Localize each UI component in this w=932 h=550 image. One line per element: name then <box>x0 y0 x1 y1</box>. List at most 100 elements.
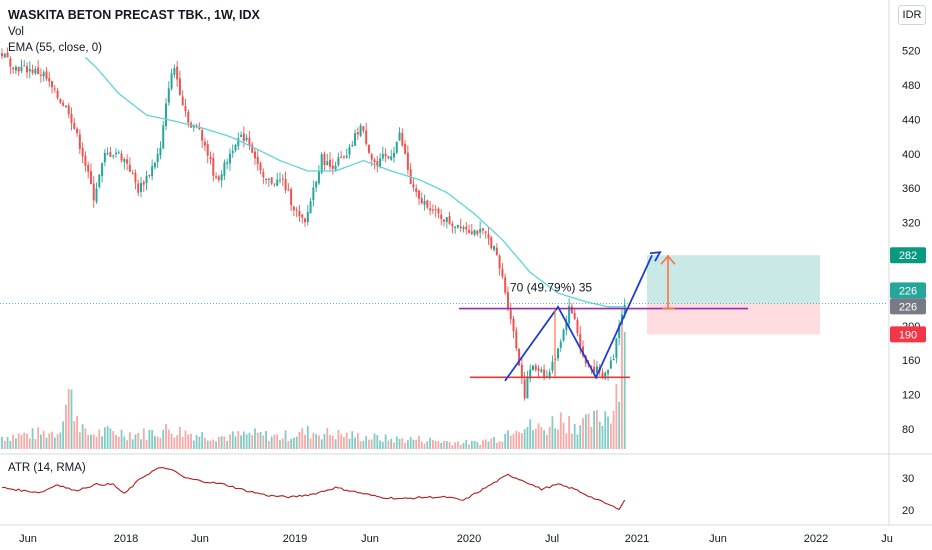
candle-body <box>501 268 504 277</box>
candle-body <box>317 171 320 184</box>
volume-bar <box>90 434 92 449</box>
candle-body <box>209 157 212 160</box>
volume-bar <box>587 413 590 449</box>
candle <box>576 317 579 337</box>
candle <box>70 107 73 131</box>
volume-bar <box>109 428 112 449</box>
volume-bar <box>351 431 354 449</box>
candle-body <box>367 145 370 153</box>
candle-body <box>64 105 67 107</box>
candle-body <box>498 255 501 269</box>
price-badge-value: 190 <box>899 329 917 341</box>
candle <box>329 152 332 171</box>
volume-bar <box>167 429 170 449</box>
y-tick-label: 160 <box>902 355 920 367</box>
pattern-measure-label: 70 (49.79%) 35 <box>510 281 592 295</box>
candle-body <box>604 372 607 379</box>
position-zones <box>647 255 820 335</box>
candle <box>551 355 554 374</box>
candle <box>78 129 81 154</box>
volume-bar <box>242 431 245 449</box>
volume-bar <box>368 439 370 449</box>
candle-body <box>418 190 420 199</box>
candle <box>381 146 384 161</box>
candle <box>401 128 404 147</box>
candle-body <box>476 231 479 235</box>
candle-body <box>481 228 484 231</box>
volume-bar <box>459 444 462 449</box>
candle-body <box>251 144 254 153</box>
candle <box>98 173 101 189</box>
volume-bar <box>393 442 395 449</box>
currency-badge[interactable]: IDR <box>898 5 926 25</box>
candle-body <box>398 132 401 141</box>
volume-bar <box>404 442 406 449</box>
candle <box>434 205 437 218</box>
candle <box>220 170 223 188</box>
volume-bar <box>376 435 379 449</box>
volume-bar <box>204 437 206 449</box>
volume-bar <box>231 431 234 449</box>
candle-body <box>120 153 123 161</box>
candle-body <box>17 66 20 72</box>
candle-body <box>176 66 179 80</box>
volume-bar <box>462 442 465 449</box>
volume-bar <box>415 439 418 449</box>
volume-bar <box>373 433 376 449</box>
candle-body <box>37 67 40 75</box>
x-tick-label: Jun <box>191 533 209 545</box>
candle-body <box>267 178 270 180</box>
volume-bar <box>137 432 140 449</box>
candle-body <box>162 125 165 149</box>
candle-body <box>26 66 29 73</box>
volume-bar <box>315 434 318 449</box>
candle <box>48 71 51 88</box>
volume-bar <box>65 404 67 449</box>
candle-body <box>240 134 243 137</box>
profit-zone <box>647 255 820 304</box>
candle <box>495 243 498 257</box>
y-tick-label: 360 <box>902 183 920 195</box>
candle-body <box>262 171 265 178</box>
candle <box>604 371 607 380</box>
candle-body <box>137 183 140 193</box>
candle <box>192 123 195 132</box>
candle <box>81 142 84 164</box>
candle-body <box>276 179 279 186</box>
volume-bar <box>523 429 526 449</box>
candle-body <box>531 365 534 371</box>
candle <box>429 200 432 216</box>
candle-body <box>376 161 379 166</box>
candle <box>156 148 159 168</box>
candle <box>112 154 115 159</box>
candle <box>114 148 117 159</box>
volume-bar <box>490 438 493 449</box>
volume-bar <box>484 439 487 449</box>
x-tick-label: Ju <box>881 533 893 545</box>
volume-bar <box>151 430 154 449</box>
candle-body <box>142 182 145 185</box>
candle <box>273 183 276 187</box>
volume-bar <box>226 440 229 449</box>
volume-bar <box>609 423 612 449</box>
volume-bar <box>593 410 596 449</box>
candle <box>412 178 415 192</box>
volume-bar <box>323 433 326 449</box>
x-tick-label: 2022 <box>804 533 828 545</box>
volume-bar <box>537 423 540 449</box>
candle-body <box>237 138 240 147</box>
candle-body <box>92 183 95 201</box>
candle-body <box>518 348 521 366</box>
candle-body <box>178 78 181 95</box>
candle <box>140 176 142 198</box>
candle <box>398 127 401 141</box>
volume-bar <box>406 440 409 449</box>
candle <box>565 315 568 336</box>
candle-body <box>456 224 459 228</box>
candle-body <box>56 90 59 99</box>
candle-body <box>495 247 498 255</box>
volume-bar <box>154 436 156 449</box>
candle <box>309 198 312 214</box>
candle <box>17 66 20 76</box>
